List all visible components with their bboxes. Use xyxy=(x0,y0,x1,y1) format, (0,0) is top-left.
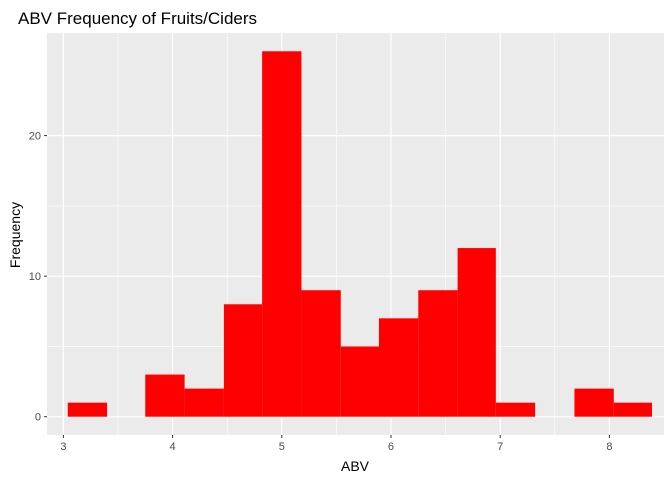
x-tick-label: 4 xyxy=(170,441,176,453)
x-tick-label: 7 xyxy=(497,441,503,453)
histogram-bar xyxy=(340,346,379,417)
x-tick-label: 6 xyxy=(388,441,394,453)
y-axis-title: Frequency xyxy=(7,202,23,268)
y-tick-label: 10 xyxy=(29,271,41,283)
histogram-bar xyxy=(378,318,419,417)
histogram-bar xyxy=(145,374,185,417)
bars xyxy=(67,51,652,417)
histogram-bar xyxy=(301,290,341,417)
x-tick-label: 5 xyxy=(279,441,285,453)
histogram-bar xyxy=(457,248,496,417)
x-axis: 3 4 5 6 7 8 xyxy=(60,435,612,453)
x-tick-label: 8 xyxy=(606,441,612,453)
histogram-bar xyxy=(223,304,263,417)
histogram-bar xyxy=(418,290,458,417)
x-axis-title: ABV xyxy=(341,458,370,474)
histogram-bar xyxy=(184,388,224,417)
histogram-bar xyxy=(67,402,108,417)
histogram-bar xyxy=(262,51,302,417)
x-tick-label: 3 xyxy=(60,441,66,453)
chart-title: ABV Frequency of Fruits/Ciders xyxy=(18,9,257,28)
y-tick-label: 0 xyxy=(35,412,41,424)
histogram-bar xyxy=(495,402,536,417)
histogram-bar xyxy=(574,388,614,417)
y-tick-label: 20 xyxy=(29,131,41,143)
y-axis: 0 10 20 xyxy=(29,131,47,424)
histogram-bar xyxy=(613,402,652,417)
